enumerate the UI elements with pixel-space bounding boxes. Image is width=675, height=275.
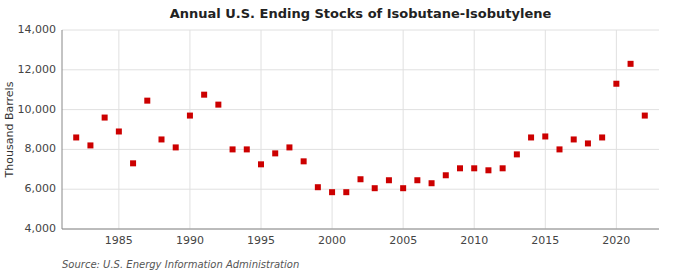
data-point bbox=[443, 172, 449, 178]
x-grid-line bbox=[403, 30, 404, 229]
chart-title: Annual U.S. Ending Stocks of Isobutane-I… bbox=[170, 6, 552, 21]
data-point bbox=[159, 136, 165, 142]
x-grid-line bbox=[545, 30, 546, 229]
chart-svg: 4,000 6,000 8,000 10,000 12,000 14,000 1985 199… bbox=[0, 0, 675, 275]
x-tick-label: 1985 bbox=[105, 234, 133, 247]
x-grid-line bbox=[189, 30, 190, 229]
y-tick-label: 4,000 bbox=[25, 222, 57, 235]
x-tick-label: 1995 bbox=[247, 234, 275, 247]
data-point bbox=[215, 102, 221, 108]
data-point bbox=[244, 146, 250, 152]
data-point bbox=[557, 146, 563, 152]
data-point bbox=[358, 176, 364, 182]
data-point bbox=[173, 144, 179, 150]
data-point bbox=[414, 177, 420, 183]
y-axis-label: Thousand Barrels bbox=[3, 81, 16, 178]
x-axis-line bbox=[62, 229, 659, 230]
data-point bbox=[73, 134, 79, 140]
data-point bbox=[187, 113, 193, 119]
data-point bbox=[514, 151, 520, 157]
data-point bbox=[102, 115, 108, 121]
data-point bbox=[471, 165, 477, 171]
data-point bbox=[343, 189, 349, 195]
source-annotation: Source: U.S. Energy Information Administ… bbox=[62, 259, 299, 270]
data-point bbox=[201, 92, 207, 98]
data-point bbox=[599, 134, 605, 140]
points bbox=[73, 61, 648, 195]
x-grid-line bbox=[474, 30, 475, 229]
data-point bbox=[571, 136, 577, 142]
data-point bbox=[130, 160, 136, 166]
data-point bbox=[386, 177, 392, 183]
x-grid-line bbox=[616, 30, 617, 229]
data-point bbox=[642, 113, 648, 119]
x-tick-label: 2020 bbox=[602, 234, 630, 247]
data-point bbox=[457, 165, 463, 171]
data-point bbox=[485, 167, 491, 173]
data-point bbox=[87, 142, 93, 148]
grid bbox=[62, 30, 659, 229]
data-point bbox=[144, 98, 150, 104]
data-point bbox=[372, 185, 378, 191]
data-point bbox=[500, 165, 506, 171]
x-tick-label: 2005 bbox=[389, 234, 417, 247]
y-axis-line bbox=[62, 30, 63, 229]
y-grid-line bbox=[62, 229, 659, 230]
y-grid-line bbox=[62, 189, 659, 190]
y-tick-label: 10,000 bbox=[18, 103, 57, 116]
data-point bbox=[542, 133, 548, 139]
y-grid-line bbox=[62, 149, 659, 150]
data-point bbox=[230, 146, 236, 152]
data-point bbox=[400, 185, 406, 191]
data-point bbox=[116, 128, 122, 134]
x-tick-label: 2000 bbox=[318, 234, 346, 247]
y-grid-line bbox=[62, 30, 659, 31]
data-point bbox=[613, 81, 619, 87]
x-tick-label: 1990 bbox=[176, 234, 204, 247]
data-point bbox=[286, 144, 292, 150]
x-grid-line bbox=[332, 30, 333, 229]
chart-container: 4,000 6,000 8,000 10,000 12,000 14,000 1985 199… bbox=[0, 0, 675, 275]
y-tick-label: 12,000 bbox=[18, 63, 57, 76]
y-grid-line bbox=[62, 109, 659, 110]
data-point bbox=[258, 161, 264, 167]
y-tick-label: 6,000 bbox=[25, 182, 57, 195]
data-point bbox=[528, 134, 534, 140]
data-point bbox=[329, 189, 335, 195]
x-grid-line bbox=[261, 30, 262, 229]
data-point bbox=[315, 184, 321, 190]
data-point bbox=[272, 150, 278, 156]
data-point bbox=[628, 61, 634, 67]
data-point bbox=[429, 180, 435, 186]
x-tick-label: 2015 bbox=[531, 234, 559, 247]
y-tick-label: 14,000 bbox=[18, 23, 57, 36]
y-tick-label: 8,000 bbox=[25, 142, 57, 155]
data-point bbox=[585, 140, 591, 146]
data-point bbox=[301, 158, 307, 164]
y-grid-line bbox=[62, 69, 659, 70]
x-tick-label: 2010 bbox=[460, 234, 488, 247]
